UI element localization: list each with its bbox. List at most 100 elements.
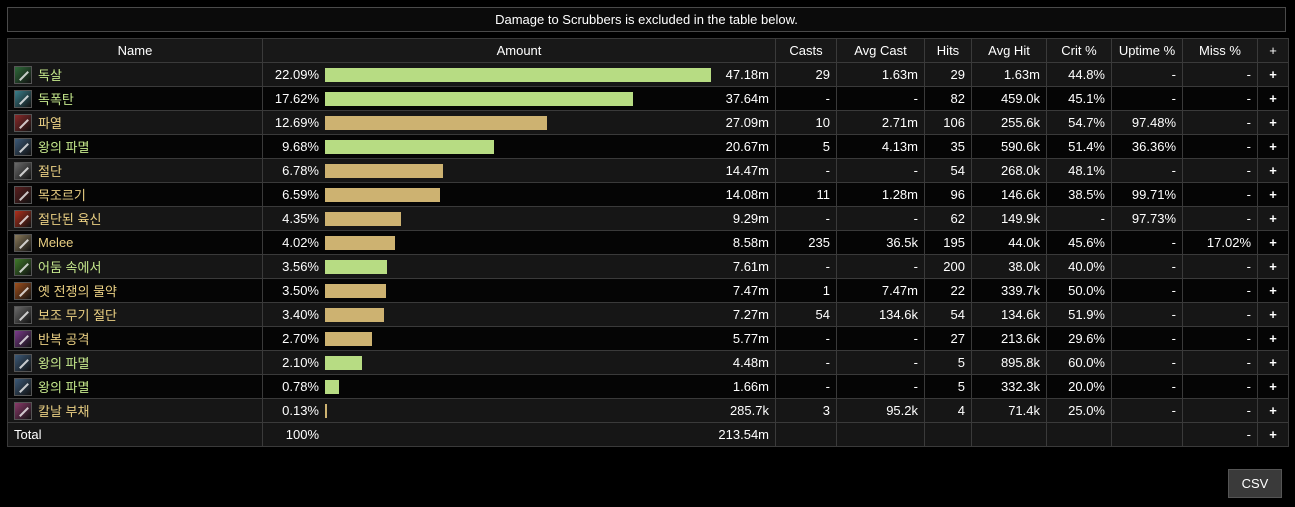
amount-cell: 3.50% 7.47m (262, 278, 776, 303)
damage-bar-track (325, 379, 711, 394)
ability-name-cell[interactable]: 절단된 육신 (7, 206, 263, 231)
table-row[interactable]: 보조 무기 절단 3.40% 7.27m 54 134.6k 54 134.6k 51.9% -… (7, 302, 1289, 327)
expand-row-button[interactable]: + (1257, 134, 1289, 159)
ability-name-cell[interactable]: 보조 무기 절단 (7, 302, 263, 327)
ability-name-cell[interactable]: 칼날 부채 (7, 398, 263, 423)
amount-cell: 4.35% 9.29m (262, 206, 776, 231)
expand-row-button[interactable]: + (1257, 206, 1289, 231)
ability-name-cell[interactable]: Melee (7, 230, 263, 255)
expand-row-button[interactable]: + (1257, 350, 1289, 375)
miss-value: 17.02% (1182, 230, 1258, 255)
table-row[interactable]: 칼날 부채 0.13% 285.7k 3 95.2k 4 71.4k 25.0% - - + (7, 398, 1289, 423)
ability-name-cell[interactable]: 왕의 파멸 (7, 134, 263, 159)
table-row[interactable]: Melee 4.02% 8.58m 235 36.5k 195 44.0k 45.6% -17.… (7, 230, 1289, 255)
ability-name-cell[interactable]: 왕의 파멸 (7, 350, 263, 375)
table-row[interactable]: 반복 공격 2.70% 5.77m - -27 213.6k 29.6% - - + (7, 326, 1289, 351)
header-amount[interactable]: Amount (262, 38, 776, 63)
avg-hit-value: 459.0k (971, 86, 1047, 111)
expand-row-button[interactable]: + (1257, 230, 1289, 255)
ability-name-cell[interactable]: 독살 (7, 62, 263, 87)
header-uptime[interactable]: Uptime % (1111, 38, 1183, 63)
ability-name[interactable]: 독살 (38, 68, 62, 83)
uptime-value: - (1111, 302, 1183, 327)
table-row[interactable]: 절단 6.78% 14.47m - -54 268.0k 48.1% - - + (7, 158, 1289, 183)
hits-value: 195 (924, 230, 972, 255)
expand-row-button[interactable]: + (1257, 110, 1289, 135)
ability-name-cell[interactable]: 옛 전쟁의 물약 (7, 278, 263, 303)
ability-name[interactable]: Melee (38, 235, 74, 250)
ability-name[interactable]: 왕의 파멸 (38, 140, 90, 155)
expand-row-button[interactable]: + (1257, 158, 1289, 183)
casts-value: - (775, 206, 837, 231)
header-hits[interactable]: Hits (924, 38, 972, 63)
crit-value: 40.0% (1046, 254, 1112, 279)
ability-name-cell[interactable]: 왕의 파멸 (7, 374, 263, 399)
table-row[interactable]: 독폭탄 17.62% 37.64m - -82 459.0k 45.1% - - + (7, 86, 1289, 111)
ability-name[interactable]: 어둠 속에서 (38, 260, 102, 275)
table-row[interactable]: 왕의 파멸 2.10% 4.48m - -5 895.8k 60.0% - - + (7, 350, 1289, 375)
header-name[interactable]: Name (7, 38, 263, 63)
table-row[interactable]: 파열 12.69% 27.09m 10 2.71m 106 255.6k 54.7% 97.48… (7, 110, 1289, 135)
header-miss[interactable]: Miss % (1182, 38, 1258, 63)
expand-row-button[interactable]: + (1257, 86, 1289, 111)
amount-cell: 6.78% 14.47m (262, 158, 776, 183)
header-avg-hit[interactable]: Avg Hit (971, 38, 1047, 63)
table-row[interactable]: 절단된 육신 4.35% 9.29m - -62 149.9k -97.73% - + (7, 206, 1289, 231)
rupture-skill-icon (14, 113, 32, 132)
ability-name-cell[interactable]: 절단 (7, 158, 263, 183)
expand-row-button[interactable]: + (1257, 326, 1289, 351)
ability-name[interactable]: 파열 (38, 116, 62, 131)
table-row[interactable]: 옛 전쟁의 물약 3.50% 7.47m 1 7.47m 22 339.7k 50.0% - - + (7, 278, 1289, 303)
ability-name[interactable]: 목조르기 (38, 188, 86, 203)
total-bar-spacer (325, 428, 711, 442)
amount-cell: 0.13% 285.7k (262, 398, 776, 423)
ability-name[interactable]: 왕의 파멸 (38, 380, 90, 395)
damage-bar (325, 115, 547, 130)
ability-name[interactable]: 칼날 부채 (38, 404, 90, 419)
ability-name[interactable]: 반복 공격 (38, 332, 90, 347)
header-casts[interactable]: Casts (775, 38, 837, 63)
miss-value: - (1182, 254, 1258, 279)
table-row[interactable]: 독살 22.09% 47.18m 29 1.63m 29 1.63m 44.8% - - + (7, 62, 1289, 87)
crit-value: 25.0% (1046, 398, 1112, 423)
table-row[interactable]: 왕의 파멸 9.68% 20.67m 5 4.13m 35 590.6k 51.4% 36.36… (7, 134, 1289, 159)
table-header-row: Name Amount Casts Avg Cast Hits Avg Hit … (7, 38, 1289, 63)
ability-name-cell[interactable]: 반복 공격 (7, 326, 263, 351)
expand-row-button[interactable]: + (1257, 254, 1289, 279)
csv-export-button[interactable]: CSV (1228, 469, 1282, 498)
expand-row-button[interactable]: + (1257, 62, 1289, 87)
amount-cell: 12.69% 27.09m (262, 110, 776, 135)
expand-row-button[interactable]: + (1257, 374, 1289, 399)
crit-value: 50.0% (1046, 278, 1112, 303)
hits-value: 62 (924, 206, 972, 231)
crit-value: 54.7% (1046, 110, 1112, 135)
damage-amount: 7.27m (732, 307, 769, 322)
ability-name[interactable]: 보조 무기 절단 (38, 308, 117, 323)
ability-name-cell[interactable]: 파열 (7, 110, 263, 135)
table-row[interactable]: 어둠 속에서 3.56% 7.61m - -200 38.0k 40.0% - - + (7, 254, 1289, 279)
expand-row-button[interactable]: + (1257, 278, 1289, 303)
ability-name[interactable]: 절단 (38, 164, 62, 179)
ability-name-cell[interactable]: 어둠 속에서 (7, 254, 263, 279)
miss-value: - (1182, 110, 1258, 135)
ability-name[interactable]: 왕의 파멸 (38, 356, 90, 371)
damage-amount: 7.47m (732, 283, 769, 298)
table-row[interactable]: 왕의 파멸 0.78% 1.66m - -5 332.3k 20.0% - - + (7, 374, 1289, 399)
ability-name[interactable]: 절단된 육신 (38, 212, 102, 227)
damage-bar (325, 283, 386, 298)
ability-name[interactable]: 독폭탄 (38, 92, 74, 107)
expand-row-button[interactable]: + (1257, 182, 1289, 207)
avg-hit-value: 339.7k (971, 278, 1047, 303)
ability-name[interactable]: 옛 전쟁의 물약 (38, 284, 117, 299)
expand-row-button[interactable]: + (1257, 398, 1289, 423)
amount-cell: 3.40% 7.27m (262, 302, 776, 327)
ability-name-cell[interactable]: 독폭탄 (7, 86, 263, 111)
ability-name-cell[interactable]: 목조르기 (7, 182, 263, 207)
hits-value: 29 (924, 62, 972, 87)
header-avg-cast[interactable]: Avg Cast (836, 38, 925, 63)
total-expand-button[interactable]: + (1257, 422, 1289, 447)
expand-all-button[interactable]: + (1257, 38, 1289, 63)
header-crit[interactable]: Crit % (1046, 38, 1112, 63)
expand-row-button[interactable]: + (1257, 302, 1289, 327)
table-row[interactable]: 목조르기 6.59% 14.08m 11 1.28m 96 146.6k 38.5% 99.71… (7, 182, 1289, 207)
